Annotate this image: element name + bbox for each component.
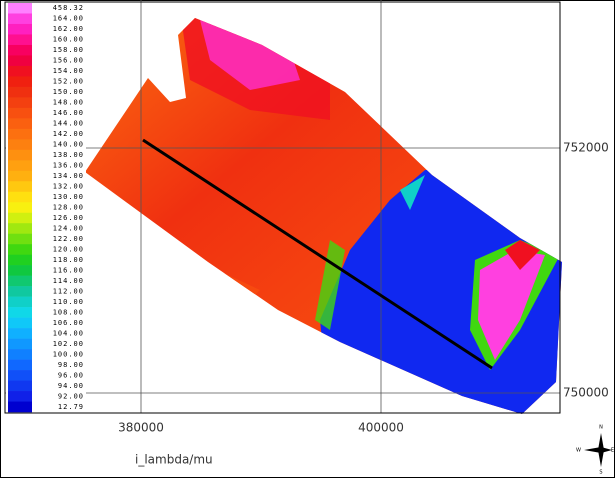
y-label: 752000 [563,141,609,155]
x-label: 380000 [118,421,164,435]
legend-label: 108.00 [53,308,84,316]
legend-label: 164.00 [53,15,84,23]
legend-swatch [8,150,32,161]
legend-swatch [8,402,32,413]
legend-swatch [8,349,32,360]
legend-label: 130.00 [53,193,84,201]
legend-label: 12.79 [58,403,84,411]
legend-swatch [8,339,32,350]
legend-swatch [8,66,32,77]
legend-label: 112.00 [53,287,84,295]
legend-label: 154.00 [53,67,84,75]
legend-label: 116.00 [53,266,84,274]
legend-swatch [8,276,32,287]
legend-swatch [8,76,32,87]
legend-label: 150.00 [53,88,84,96]
legend-label: 124.00 [53,224,84,232]
legend-swatch [8,181,32,192]
legend-swatch [8,129,32,140]
compass-w: W [576,448,581,454]
legend-swatch [8,286,32,297]
legend-swatch [8,297,32,308]
legend-label: 160.00 [53,36,84,44]
legend-swatch [8,118,32,129]
legend-swatch [8,244,32,255]
legend-label: 144.00 [53,120,84,128]
legend-swatch [8,265,32,276]
compass-e: E [611,448,614,454]
legend-label: 118.00 [53,256,84,264]
legend-swatch [8,234,32,245]
legend-label: 458.32 [53,4,84,12]
legend-label: 114.00 [53,277,84,285]
legend-label: 140.00 [53,141,84,149]
legend-swatch [8,3,32,14]
legend-label: 92.00 [58,392,84,400]
legend-label: 148.00 [53,99,84,107]
legend: 458.32 164.00 162.00 160.00 158.00 156.00 154.… [6,3,86,412]
map-view: 458.32 164.00 162.00 160.00 158.00 156.00 154.… [0,0,615,478]
legend-swatch [8,328,32,339]
legend-label: 96.00 [58,371,84,379]
legend-label: 122.00 [53,235,84,243]
legend-swatch [8,24,32,35]
legend-swatch [8,13,32,24]
legend-swatch [8,360,32,371]
legend-label: 162.00 [53,25,84,33]
legend-swatch [8,318,32,329]
legend-label: 126.00 [53,214,84,222]
legend-label: 102.00 [53,340,84,348]
legend-label: 94.00 [58,382,84,390]
legend-label: 106.00 [53,319,84,327]
x-label: 400000 [358,421,404,435]
legend-label: 98.00 [58,361,84,369]
legend-swatch [8,192,32,203]
legend-label: 120.00 [53,245,84,253]
compass-n: N [599,425,603,431]
y-label: 750000 [563,386,609,400]
legend-swatch [8,202,32,213]
legend-label: 110.00 [53,298,84,306]
legend-label: 128.00 [53,204,84,212]
legend-swatch [8,255,32,266]
legend-swatch [8,213,32,224]
legend-swatch [8,391,32,402]
legend-swatch [8,307,32,318]
legend-swatch [8,45,32,56]
legend-label: 104.00 [53,329,84,337]
legend-swatch [8,223,32,234]
caption: i_lambda/mu [135,453,213,467]
legend-label: 100.00 [53,350,84,358]
legend-swatch [8,34,32,45]
compass-s: S [599,470,602,476]
legend-label: 156.00 [53,57,84,65]
legend-swatch [8,381,32,392]
legend-swatch [8,160,32,171]
legend-swatch [8,97,32,108]
legend-swatch [8,87,32,98]
legend-label: 134.00 [53,172,84,180]
legend-swatch [8,108,32,119]
legend-swatch [8,139,32,150]
legend-swatch [8,171,32,182]
legend-label: 132.00 [53,183,84,191]
legend-label: 146.00 [53,109,84,117]
legend-label: 138.00 [53,151,84,159]
legend-label: 136.00 [53,162,84,170]
legend-label: 152.00 [53,78,84,86]
legend-label: 142.00 [53,130,84,138]
legend-swatch [8,55,32,66]
legend-label: 158.00 [53,46,84,54]
legend-swatch [8,370,32,381]
